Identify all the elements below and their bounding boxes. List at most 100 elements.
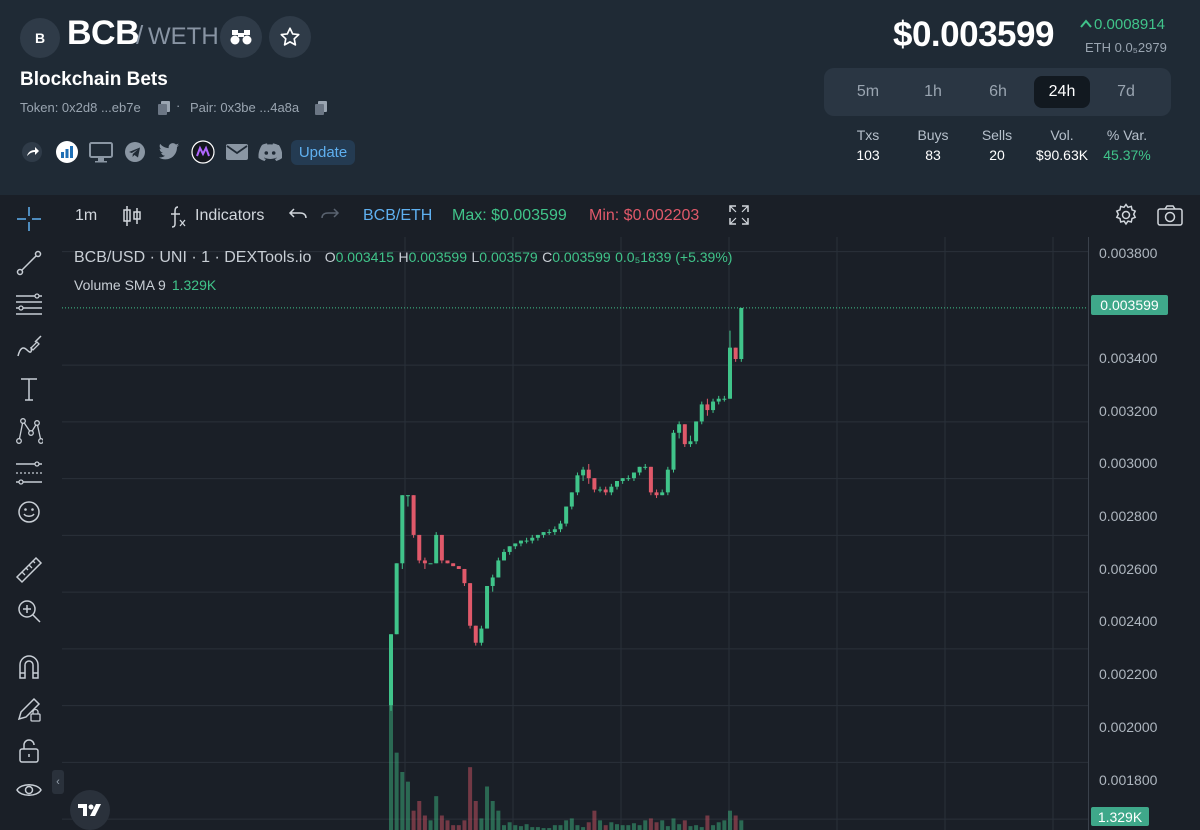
volume-bar xyxy=(665,826,670,830)
volume-bar xyxy=(592,810,597,830)
axis-label-0.002600: 0.002600 xyxy=(1099,561,1158,577)
trend-line-icon xyxy=(16,250,42,276)
indicators-button[interactable]: Indicators xyxy=(195,207,265,224)
candle xyxy=(518,540,523,547)
ruler-tool[interactable] xyxy=(14,555,44,585)
stat-volume-label: Vol. xyxy=(1050,127,1074,143)
fullscreen-icon[interactable] xyxy=(729,205,749,225)
candle xyxy=(558,520,563,533)
trend-line-tool[interactable] xyxy=(14,248,44,278)
candle xyxy=(513,543,518,550)
zoom-in-tool[interactable] xyxy=(14,596,44,626)
redo-icon[interactable] xyxy=(320,207,340,223)
candle xyxy=(434,532,439,564)
price-chart[interactable] xyxy=(62,237,1088,830)
candle-body xyxy=(592,478,597,490)
timeframe-24h[interactable]: 24h xyxy=(1034,76,1090,108)
volume-bar xyxy=(451,825,456,830)
text-tool[interactable] xyxy=(14,374,44,404)
volume-bar xyxy=(739,820,744,830)
dextools-button[interactable] xyxy=(191,140,215,164)
emoji-tool[interactable] xyxy=(14,497,44,527)
candle xyxy=(462,568,467,586)
candle-body xyxy=(490,577,495,586)
volume-bar xyxy=(445,820,450,830)
price-axis[interactable]: 0.003800 0.003400 0.003200 0.003000 0.00… xyxy=(1088,237,1200,830)
candle-body xyxy=(569,492,574,507)
volume-bar xyxy=(564,820,569,830)
telegram-button[interactable] xyxy=(123,140,147,164)
magnet-tool[interactable] xyxy=(14,652,44,682)
pair-slash: / xyxy=(136,20,144,50)
share-button[interactable] xyxy=(20,140,44,164)
email-button[interactable] xyxy=(225,140,249,164)
volume-bar xyxy=(439,815,444,830)
candle-body xyxy=(586,469,591,479)
ruler-icon xyxy=(15,556,43,584)
lock-tool[interactable] xyxy=(14,736,44,766)
discord-button[interactable] xyxy=(258,140,282,164)
prediction-tool[interactable] xyxy=(14,458,44,488)
candle-body xyxy=(439,534,444,561)
timeframe-5m[interactable]: 5m xyxy=(856,83,880,100)
function-icon[interactable] xyxy=(167,204,189,228)
candle xyxy=(660,489,665,496)
visibility-tool[interactable] xyxy=(14,776,44,806)
volume-bars xyxy=(389,685,744,830)
candle xyxy=(456,566,461,569)
text-icon xyxy=(21,378,37,401)
candle-body xyxy=(535,534,540,538)
volume-bar xyxy=(422,815,427,830)
volume-bar xyxy=(518,826,523,830)
settings-icon[interactable] xyxy=(1114,203,1138,227)
copy-token-address-icon[interactable] xyxy=(158,101,170,115)
dextools-icon xyxy=(191,140,215,164)
camera-icon[interactable] xyxy=(1157,204,1183,226)
copy-pair-address-icon[interactable] xyxy=(315,101,327,115)
pair-toggle[interactable]: BCB/ETH xyxy=(363,207,433,224)
last-volume-tag: 1.329K xyxy=(1091,807,1149,826)
price-change-value: 0.0008914 xyxy=(1094,16,1165,33)
update-button[interactable]: Update xyxy=(291,140,355,165)
crosshair-tool[interactable] xyxy=(14,204,44,234)
candle xyxy=(694,421,699,445)
legend-o-label: O xyxy=(324,249,336,265)
timeframe-7d[interactable]: 7d xyxy=(1117,83,1135,100)
volume-bar xyxy=(496,810,501,830)
binoculars-button[interactable] xyxy=(220,16,262,58)
candle-body xyxy=(716,398,721,402)
candle xyxy=(699,401,704,425)
volume-bar xyxy=(530,827,535,830)
candle xyxy=(665,466,670,496)
undo-icon[interactable] xyxy=(288,207,308,223)
candle xyxy=(739,307,744,362)
pattern-tool[interactable] xyxy=(14,416,44,446)
candle-body xyxy=(581,469,586,476)
website-button[interactable] xyxy=(89,140,113,164)
favorite-button[interactable] xyxy=(269,16,311,58)
candle-body xyxy=(434,534,439,564)
timeframe-1h[interactable]: 1h xyxy=(924,83,942,100)
volume-bar xyxy=(541,828,546,830)
stat-buys-label: Buys xyxy=(917,127,949,143)
tradingview-logo[interactable] xyxy=(70,790,110,830)
candle xyxy=(496,557,501,578)
candle xyxy=(688,435,693,447)
collapse-toolbar-button[interactable]: ‹ xyxy=(52,770,64,794)
dextools-chart-icon xyxy=(56,141,78,163)
stat-txs-value: 103 xyxy=(856,147,880,163)
volume-bar xyxy=(626,825,631,830)
volume-bar xyxy=(716,822,721,830)
dextools-chart-button[interactable] xyxy=(55,140,79,164)
candle-body xyxy=(405,495,410,497)
candle-body xyxy=(711,401,716,411)
fib-tool[interactable] xyxy=(14,290,44,320)
interval-button[interactable]: 1m xyxy=(75,207,98,224)
candle-body xyxy=(682,424,687,445)
twitter-button[interactable] xyxy=(157,140,181,164)
timeframe-6h[interactable]: 6h xyxy=(989,83,1007,100)
lock-drawing-tool[interactable] xyxy=(14,694,44,724)
brush-tool[interactable] xyxy=(14,332,44,362)
twitter-icon xyxy=(158,143,180,160)
candle-type-icon[interactable] xyxy=(122,205,142,227)
